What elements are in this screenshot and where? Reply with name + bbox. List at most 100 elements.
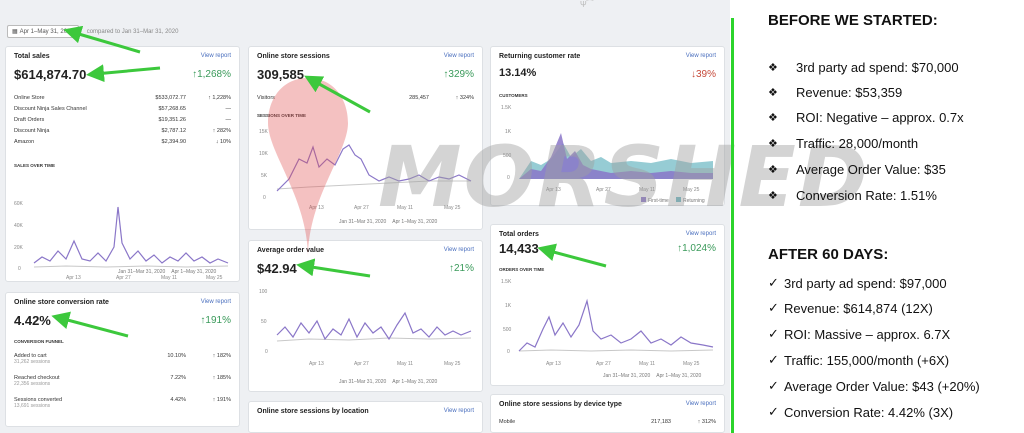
view-report-link[interactable]: View report — [443, 53, 474, 59]
y-tick: 5K — [261, 173, 268, 179]
checkmark-icon: ✓ — [768, 378, 779, 393]
sessions-card: Online store sessions View report 309,58… — [248, 46, 483, 230]
after-item: ✓ Traffic: 155,000/month (+6X) — [768, 352, 950, 368]
x-tick: May 25 — [444, 205, 461, 211]
section-label: SALES OVER TIME — [14, 163, 56, 168]
series-current-line — [518, 298, 714, 352]
diamond-bullet-icon: ❖ — [768, 190, 778, 202]
section-label: ORDERS OVER TIME — [499, 267, 545, 272]
card-title: Total orders — [499, 231, 539, 238]
sessions-by-device-card: Online store sessions by device type Vie… — [490, 394, 725, 433]
y-tick: 0 — [263, 195, 266, 201]
x-tick: Apr 27 — [354, 205, 369, 211]
y-tick: 1K — [505, 129, 512, 135]
y-tick: 0 — [265, 349, 268, 355]
date-range-button[interactable]: ▦ Apr 1–May 31, 2020 — [7, 25, 79, 38]
view-report-link[interactable]: View report — [443, 408, 474, 414]
y-tick: 500 — [503, 327, 512, 333]
series-current-line — [276, 144, 472, 192]
view-report-link[interactable]: View report — [685, 401, 716, 407]
big-number: 309,585 — [257, 67, 304, 82]
series-current-line — [276, 311, 472, 341]
table-row: Mobile 217,183 ↑ 312% — [499, 419, 716, 425]
x-tick: Apr 27 — [596, 187, 611, 193]
card-title: Online store conversion rate — [14, 299, 109, 306]
y-tick: 0 — [507, 349, 510, 355]
x-tick: May 11 — [397, 361, 413, 367]
after-item: ✓ Conversion Rate: 4.42% (3X) — [768, 404, 954, 420]
conversion-rate-card: Online store conversion rate View report… — [5, 292, 240, 427]
view-report-link[interactable]: View report — [685, 231, 716, 237]
series-previous-line — [276, 180, 471, 190]
funnel-row: Added to cart 31,262 sessions 10.10% ↑ 182% — [14, 353, 231, 365]
view-report-link[interactable]: View report — [200, 299, 231, 305]
legend-swatch-returning — [676, 197, 681, 202]
section-label: CUSTOMERS — [499, 93, 528, 98]
big-number: 4.42% — [14, 313, 51, 328]
after-item: ✓ Average Order Value: $43 (+20%) — [768, 378, 980, 394]
x-tick: Apr 13 — [309, 205, 324, 211]
series-previous-line — [518, 349, 714, 352]
orders-chart: 1.5K 1K 500 0 Apr 13 Apr 27 May 11 May 2… — [501, 279, 714, 367]
checkmark-icon: ✓ — [768, 275, 779, 290]
x-tick: May 11 — [639, 187, 655, 193]
series-first-time-area — [519, 133, 713, 179]
analytics-dashboard: Ψ⁀ ▦ Apr 1–May 31, 2020 compared to Jan … — [0, 0, 868, 433]
x-tick: Apr 27 — [596, 361, 611, 367]
watermark: MORSHED — [378, 128, 870, 226]
x-tick: May 25 — [683, 361, 700, 367]
after-item: ✓ ROI: Massive – approx. 6.7X — [768, 326, 951, 342]
card-title: Returning customer rate — [499, 53, 581, 60]
y-tick: 1K — [505, 303, 512, 309]
table-row: Draft Orders $19,351.26— — [14, 117, 231, 123]
card-title: Online store sessions — [257, 53, 330, 60]
series-current-line — [33, 206, 229, 264]
y-tick: 1.5K — [501, 279, 512, 285]
diamond-bullet-icon: ❖ — [768, 112, 778, 124]
x-tick: May 25 — [683, 187, 700, 193]
y-tick: 1.5K — [501, 105, 512, 111]
table-row: Discount Ninja $2,787.12 ↑ 282% — [14, 128, 231, 134]
big-number: 14,433 — [499, 241, 539, 256]
diamond-bullet-icon: ❖ — [768, 164, 778, 176]
before-item: ❖ 3rd party ad spend: $70,000 — [768, 60, 959, 75]
checkmark-icon: ✓ — [768, 300, 779, 315]
before-item: ❖ Conversion Rate: 1.51% — [768, 188, 937, 203]
before-item: ❖ Revenue: $53,359 — [768, 85, 903, 100]
card-title: Average order value — [257, 247, 325, 254]
x-tick: Apr 27 — [354, 361, 369, 367]
returning-customer-card: Returning customer rate View report 13.1… — [490, 46, 725, 206]
big-number: $614,874.70 — [14, 67, 87, 82]
before-item: ❖ Traffic: 28,000/month — [768, 136, 919, 151]
x-tick: Apr 27 — [116, 275, 131, 281]
funnel-row: Sessions converted 13,691 sessions 4.42% ↑ … — [14, 397, 231, 409]
x-tick: May 25 — [444, 361, 461, 367]
checkmark-icon: ✓ — [768, 352, 779, 367]
diamond-bullet-icon: ❖ — [768, 87, 778, 99]
big-number: 13.14% — [499, 67, 537, 79]
after-item: ✓ 3rd party ad spend: $97,000 — [768, 275, 947, 291]
y-tick: 0 — [18, 266, 21, 272]
total-sales-card: Total sales View report $614,874.70 ↑1,2… — [5, 46, 240, 282]
y-tick: 60K — [14, 201, 24, 207]
card-title: Online store sessions by device type — [499, 401, 622, 408]
view-report-link[interactable]: View report — [200, 53, 231, 59]
sessions-by-location-card: Online store sessions by location View r… — [248, 401, 483, 433]
legend-first-time: First-time — [648, 198, 669, 204]
section-label: SESSIONS OVER TIME — [257, 113, 306, 118]
view-report-link[interactable]: View report — [685, 53, 716, 59]
x-tick: May 11 — [161, 275, 177, 281]
total-orders-card: Total orders View report 14,433 ↑1,024% … — [490, 224, 725, 386]
card-title: Total sales — [14, 53, 50, 60]
checkmark-icon: ✓ — [768, 404, 779, 419]
x-tick: Apr 13 — [309, 361, 324, 367]
x-tick: Apr 13 — [546, 187, 561, 193]
view-report-link[interactable]: View report — [443, 247, 474, 253]
diamond-bullet-icon: ❖ — [768, 62, 778, 74]
diamond-bullet-icon: ❖ — [768, 138, 778, 150]
average-order-value-card: Average order value View report $42.94 ↑… — [248, 240, 483, 392]
card-title: Online store sessions by location — [257, 408, 369, 415]
comparison-label: compared to Jan 31–Mar 31, 2020 — [86, 28, 179, 35]
location-pin-icon — [268, 78, 348, 258]
y-tick: 0 — [507, 175, 510, 181]
